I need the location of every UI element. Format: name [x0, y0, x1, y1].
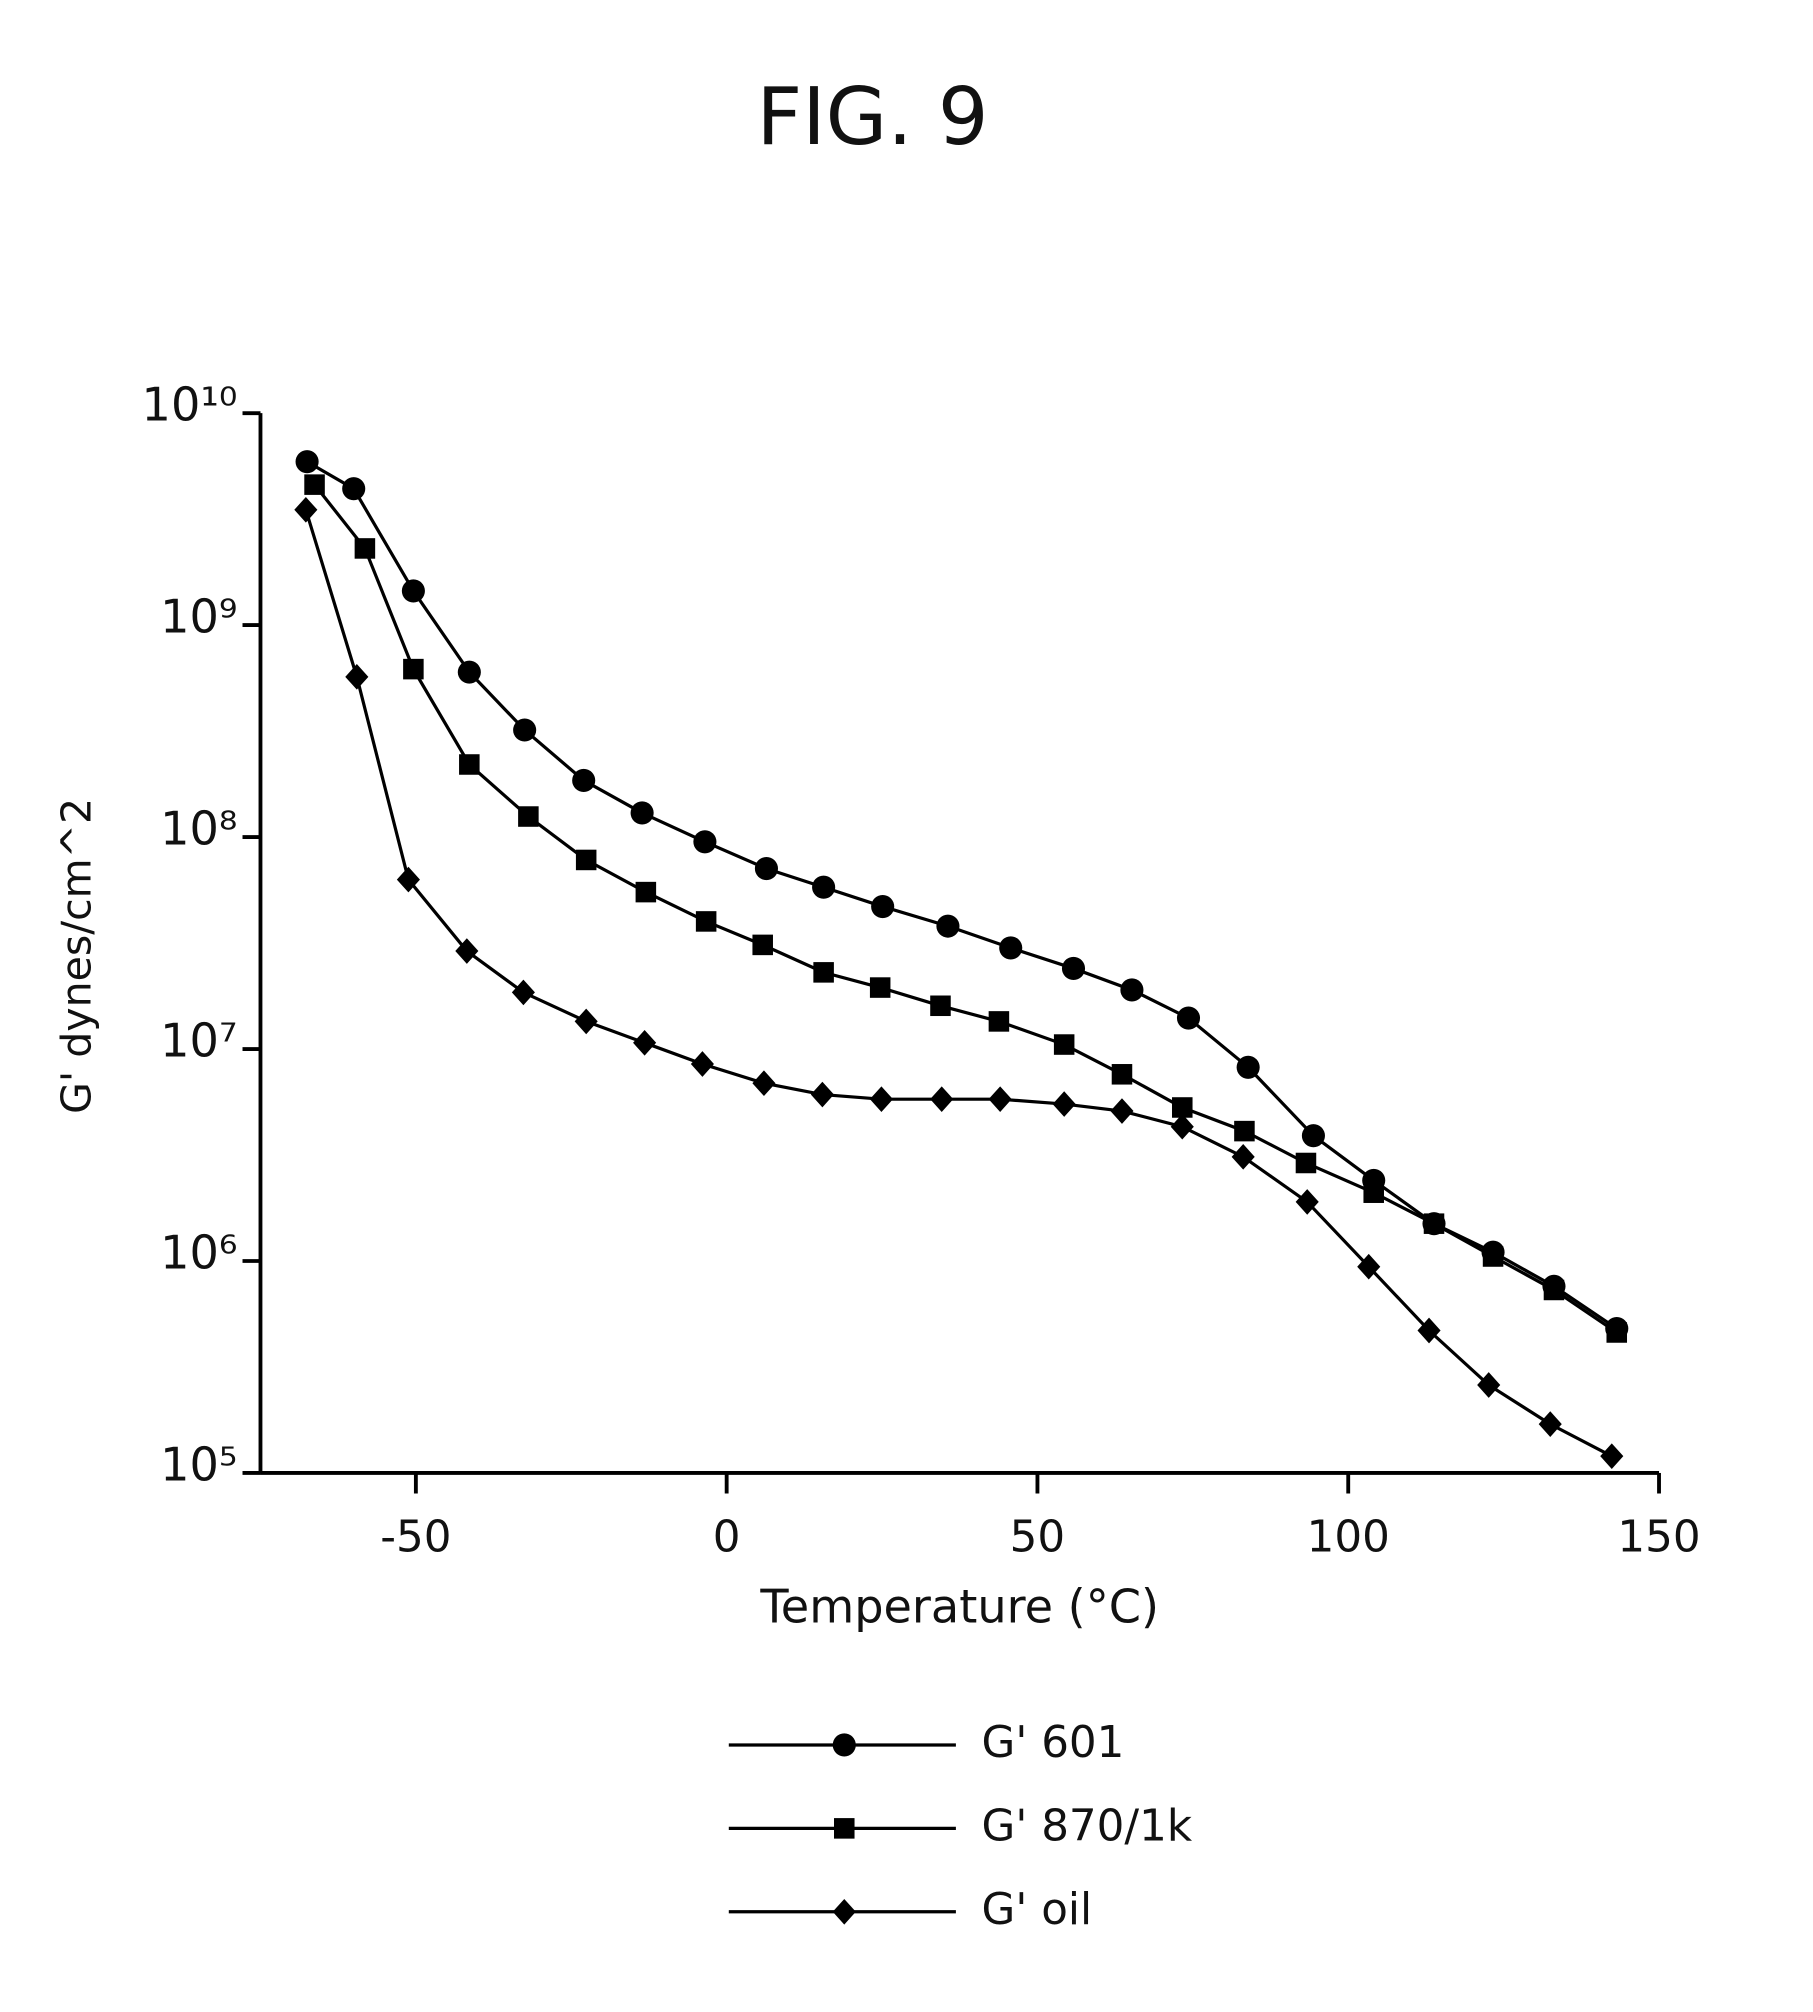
legend-label: G' 870/1k — [982, 1801, 1193, 1851]
data-point — [1606, 1322, 1627, 1343]
data-point — [304, 474, 325, 495]
chart-title: FIG. 9 — [756, 70, 988, 163]
x-tick-label: 0 — [713, 1513, 741, 1563]
y-tick-label: 10⁶ — [160, 1225, 237, 1279]
legend-label: G' oil — [982, 1885, 1093, 1935]
data-point — [459, 754, 480, 775]
data-point — [1237, 1056, 1260, 1079]
data-point — [870, 1086, 893, 1112]
data-point — [1483, 1246, 1504, 1267]
data-point — [755, 857, 778, 880]
data-point — [513, 718, 536, 741]
data-point — [342, 477, 365, 500]
data-point — [870, 977, 891, 998]
data-point — [930, 996, 951, 1017]
data-point — [1120, 978, 1143, 1001]
data-point — [752, 1070, 775, 1096]
data-point — [1053, 1091, 1076, 1117]
page: {"chart_data": { "type": "line", "title"… — [0, 0, 1813, 2008]
x-axis-label: Temperature (°C) — [759, 1580, 1159, 1634]
data-point — [1054, 1034, 1075, 1055]
data-point — [294, 497, 317, 523]
data-point — [1544, 1280, 1565, 1301]
y-tick-label: 10¹⁰ — [142, 378, 238, 432]
x-tick-label: 50 — [1010, 1513, 1066, 1563]
data-point — [575, 1009, 598, 1035]
data-point — [999, 936, 1022, 959]
y-tick-label: 10⁵ — [160, 1437, 237, 1491]
data-point — [512, 980, 535, 1006]
data-point — [1171, 1114, 1194, 1140]
x-tick-label: 150 — [1617, 1513, 1700, 1563]
data-point — [693, 830, 716, 853]
chart: FIG. 9 Temperature (°C) G' dynes/cm^2 -5… — [0, 0, 1813, 2008]
legend-marker — [833, 1899, 856, 1925]
data-point — [1600, 1443, 1623, 1469]
y-tick-label: 10⁹ — [160, 589, 237, 643]
data-point — [1234, 1121, 1255, 1142]
data-point — [812, 876, 835, 899]
data-point — [936, 915, 959, 938]
data-point — [1062, 957, 1085, 980]
data-point — [1110, 1098, 1133, 1124]
x-tick-label: 100 — [1307, 1513, 1390, 1563]
data-point — [871, 895, 894, 918]
data-point — [458, 661, 481, 684]
data-point — [752, 935, 773, 956]
x-tick-label: -50 — [380, 1513, 451, 1563]
data-point — [989, 1086, 1012, 1112]
data-point — [355, 538, 376, 559]
y-axis-label: G' dynes/cm^2 — [53, 798, 101, 1114]
series-line — [315, 485, 1617, 1333]
data-point — [691, 1051, 714, 1077]
data-point — [811, 1082, 834, 1108]
data-point — [1424, 1213, 1445, 1234]
legend-label: G' 601 — [982, 1718, 1125, 1768]
data-point — [1232, 1144, 1255, 1170]
data-point — [633, 1030, 656, 1056]
data-point — [696, 911, 717, 932]
data-point — [813, 962, 834, 983]
y-tick-label: 10⁷ — [160, 1013, 237, 1067]
data-point — [631, 801, 654, 824]
data-point — [402, 579, 425, 602]
series-line — [306, 510, 1612, 1456]
data-point — [518, 806, 539, 827]
legend-marker — [833, 1733, 856, 1756]
data-point — [1296, 1153, 1317, 1174]
data-point — [576, 850, 597, 871]
data-point — [989, 1011, 1010, 1032]
y-tick-label: 10⁸ — [160, 801, 237, 855]
data-point — [1177, 1007, 1200, 1030]
series-line — [307, 462, 1617, 1329]
data-point — [930, 1086, 953, 1112]
data-point — [1112, 1064, 1133, 1085]
data-point — [1539, 1411, 1562, 1437]
data-point — [1302, 1124, 1325, 1147]
data-point — [345, 664, 368, 690]
data-point — [1363, 1182, 1384, 1203]
data-point — [403, 659, 424, 680]
data-point — [296, 450, 319, 473]
data-point — [572, 769, 595, 792]
data-point — [636, 882, 657, 903]
legend-marker — [834, 1818, 855, 1839]
